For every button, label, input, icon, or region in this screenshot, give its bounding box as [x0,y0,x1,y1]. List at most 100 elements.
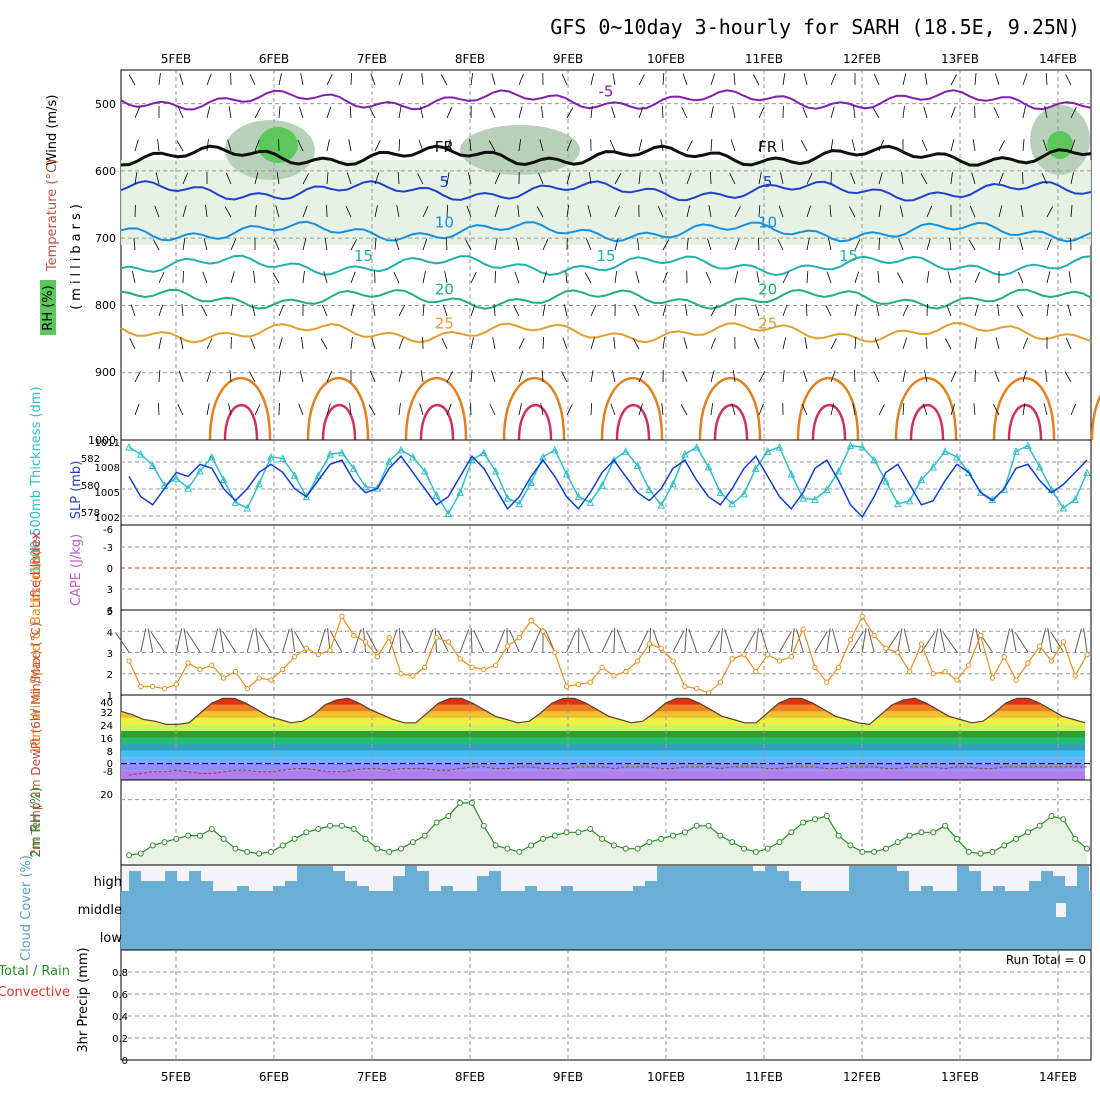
wind-speed-point [859,613,865,620]
wind-barb [230,304,234,317]
wind-speed-point [209,662,215,668]
date-label-7feb-bottom: 7FEB [357,1070,387,1084]
wind-barb [782,370,785,383]
wind-barb [158,271,165,284]
wind-barb [662,239,670,251]
wind-barb [758,139,764,152]
temperature-band [121,770,1085,780]
thickness-line [128,444,1088,516]
slp-line [128,454,1088,519]
wind-barb [902,73,907,86]
wind-speed-point [835,664,842,671]
wind-barb [154,205,160,218]
wind-barb [854,238,861,251]
rh-point [906,832,913,839]
rh-point [196,832,203,839]
wind-barb [873,73,880,86]
wind-barb [324,238,328,251]
wind-speed-point [575,681,582,688]
rh-tick: 20 [100,790,113,801]
wind-tick: 4 [107,628,113,639]
cloud-high-bar [669,866,681,891]
thickness-point [409,452,417,461]
wind-barb [446,172,450,185]
wind-barb [494,172,501,185]
wind-barb [635,271,640,284]
wind-barb [446,139,451,152]
wind-barb [758,205,761,218]
wind-barb [396,205,400,218]
wind-barb [206,73,212,86]
wind-barb [278,73,282,86]
wind-barb [369,107,376,119]
wind-barb [921,139,928,152]
wind-barb [563,304,568,317]
wind-barb [638,106,644,119]
temp-tick: 32 [100,708,113,719]
wind-speed-point [303,645,310,651]
wind-speed-point [1036,643,1043,649]
wind-barb [710,139,713,152]
wind-speed-point [197,666,203,673]
thickness-point [858,442,867,451]
surface-wind-barb [743,630,757,653]
rh-point [504,845,511,852]
wind-barb [540,403,544,416]
surface-wind-barb [688,629,698,653]
wind-barb [897,272,904,284]
cloud-panel: Cloud Cover (%) high middle low [19,855,1092,961]
surface-wind-barb [1074,628,1082,653]
rh-point [835,832,842,839]
wind-barb [614,173,622,185]
wind-barb [298,106,304,119]
cloud-high-bar [285,881,297,891]
wind-speed-point [906,668,913,675]
thickness-point [953,452,961,461]
wind-speed-point [563,683,570,690]
thickness-point [610,455,618,464]
rh-point [1036,822,1043,829]
rh-label: RH (%) [41,285,56,330]
isotherm-label: 25 [758,314,777,332]
wind-barb [705,271,712,284]
surface-wind-barb [183,628,189,653]
isotherm-line [120,89,1092,111]
wind-barb [177,106,184,119]
rh-point [303,829,310,836]
date-label-14feb-top: 14FEB [1039,52,1077,66]
wind-barb [924,370,928,383]
rh-point [208,826,215,833]
wind-barb [878,139,885,152]
thickness-point [444,509,453,518]
wind-barb [299,370,304,383]
cloud-high-bar [969,871,981,891]
wind-barb [518,370,524,383]
wind-barb [420,370,424,383]
rh-point [480,822,487,829]
wind-barb [134,371,141,383]
wind-barb [542,238,549,251]
wind-barb [923,106,928,119]
wind-barb [1045,73,1048,86]
wind-barb [326,172,329,185]
wind-barb [442,304,448,317]
cloud-high-bar [717,866,729,891]
rh-point [681,829,688,836]
rh-point [800,819,807,826]
temp-tick: -8 [103,767,113,778]
wind-barb [950,106,956,119]
rh-point [137,850,144,857]
thickness-point [219,475,228,484]
rh-point [942,822,949,829]
wind-barb [758,403,764,416]
thickness-grid [121,440,1091,525]
wind-barb [733,73,736,86]
wind-barb [830,139,834,152]
wind-barb [398,403,401,416]
thickness-slp-panel: 1000-500mb Thickness (dm) SLP (mb) 578 5… [29,386,1092,574]
rh-point [551,832,558,839]
wind10m-grid [121,610,1091,695]
slp-tick: 1002 [95,513,120,524]
thickness-point [314,471,323,479]
thickness-point [834,467,843,475]
